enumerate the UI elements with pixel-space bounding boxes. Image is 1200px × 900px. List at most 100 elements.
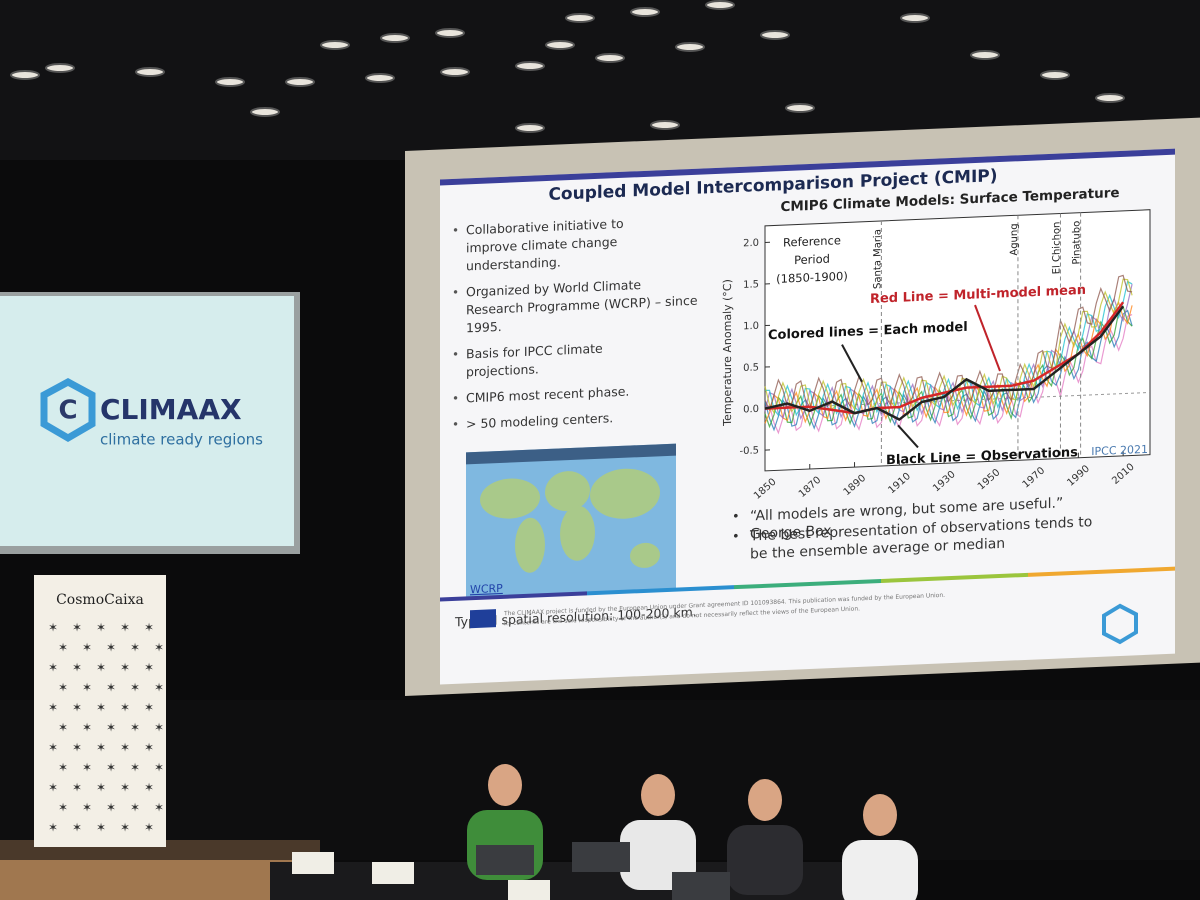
bullet: Collaborative initiative toimprove clima… — [466, 215, 624, 273]
credit: IPCC 2021 — [1091, 443, 1148, 458]
banner-star: ✶ — [58, 641, 68, 655]
ceiling-light — [675, 42, 705, 52]
banner-star: ✶ — [82, 721, 92, 735]
banner-star: ✶ — [96, 741, 106, 755]
bullet-dot: • — [452, 417, 459, 431]
bullet-dot: • — [452, 347, 459, 361]
banner-star: ✶ — [96, 621, 106, 635]
ceiling-light — [705, 0, 735, 10]
banner-star: ✶ — [72, 701, 82, 715]
banner-star: ✶ — [106, 761, 116, 775]
banner-star: ✶ — [82, 761, 92, 775]
series-line — [765, 301, 1125, 415]
banner-star: ✶ — [130, 641, 140, 655]
banner-star: ✶ — [58, 681, 68, 695]
banner-star: ✶ — [120, 741, 130, 755]
tagline: climate ready regions — [100, 431, 263, 449]
speaker-head — [641, 774, 675, 816]
ceiling-light — [135, 67, 165, 77]
banner-star: ✶ — [58, 761, 68, 775]
note-dot: • — [732, 529, 740, 544]
banner-star: ✶ — [82, 801, 92, 815]
ceiling-light — [650, 120, 680, 130]
ceiling-light — [760, 30, 790, 40]
banner-star: ✶ — [130, 721, 140, 735]
bullet: Basis for IPCC climateprojections. — [466, 340, 603, 379]
banner-star: ✶ — [154, 721, 164, 735]
ceiling-light — [515, 61, 545, 71]
banner-star: ✶ — [120, 701, 130, 715]
ceiling-light — [250, 107, 280, 117]
model-line — [764, 305, 1133, 429]
arrow — [897, 424, 919, 449]
map-land — [590, 468, 660, 519]
ceiling-light — [380, 33, 410, 43]
ceiling-light — [970, 50, 1000, 60]
banner-star: ✶ — [48, 701, 58, 715]
ceiling-light — [365, 73, 395, 83]
volcano-label: El Chichon — [1051, 221, 1062, 274]
ceiling-light — [595, 53, 625, 63]
banner-star: ✶ — [106, 801, 116, 815]
ceiling-light — [215, 77, 245, 87]
footer-stripe — [734, 578, 881, 590]
banner-star: ✶ — [58, 721, 68, 735]
banner-star: ✶ — [144, 821, 154, 835]
map-land — [480, 478, 540, 519]
banner-star: ✶ — [120, 781, 130, 795]
ceiling-light — [285, 77, 315, 87]
banner-star: ✶ — [72, 781, 82, 795]
banner-star: ✶ — [106, 681, 116, 695]
banner-star: ✶ — [82, 681, 92, 695]
map-bar — [466, 443, 676, 465]
y-tick-label: -0.5 — [739, 445, 759, 457]
y-tick-label: 0.0 — [743, 404, 759, 416]
banner-star: ✶ — [82, 641, 92, 655]
bullet: > 50 modeling centers. — [466, 410, 613, 431]
ceiling-light — [320, 40, 350, 50]
bullet: CMIP6 most recent phase. — [466, 383, 629, 405]
name-card — [292, 852, 334, 874]
y-tick-label: 0.5 — [743, 362, 759, 374]
slide-top-bar — [440, 148, 1175, 186]
volcano-label: Pinatubo — [1072, 221, 1083, 265]
banner-star: ✶ — [144, 661, 154, 675]
banner-star: ✶ — [154, 801, 164, 815]
laptop — [476, 845, 534, 875]
logo-hexagon — [40, 378, 96, 443]
banner-title: CosmoCaixa — [56, 592, 144, 608]
ceiling-light — [630, 7, 660, 17]
projection: Coupled Model Intercomparison Project (C… — [405, 117, 1200, 696]
banner-star: ✶ — [120, 621, 130, 635]
speaker-head — [863, 794, 897, 836]
banner-star: ✶ — [154, 641, 164, 655]
speaker-head — [488, 764, 522, 806]
banner-star: ✶ — [154, 681, 164, 695]
map-land — [560, 505, 595, 561]
reference-period: Reference — [783, 233, 841, 249]
y-tick-label: 1.5 — [743, 279, 759, 291]
y-tick-label: 2.0 — [743, 238, 759, 250]
banner — [34, 575, 166, 847]
laptop — [572, 842, 630, 872]
ceiling-light — [435, 28, 465, 38]
name-card — [372, 862, 414, 884]
map-land — [630, 542, 660, 568]
arrow — [841, 344, 863, 383]
banner-star: ✶ — [96, 701, 106, 715]
ceiling-light — [565, 13, 595, 23]
ceiling-light — [515, 123, 545, 133]
banner-star: ✶ — [48, 781, 58, 795]
banner-star: ✶ — [144, 621, 154, 635]
banner-star: ✶ — [48, 661, 58, 675]
banner-star: ✶ — [72, 621, 82, 635]
speaker-body — [727, 825, 803, 895]
banner-star: ✶ — [144, 701, 154, 715]
laptop — [672, 872, 730, 900]
banner-star: ✶ — [130, 761, 140, 775]
name-card — [508, 880, 550, 900]
brand: CLIMAAX — [100, 393, 242, 426]
speaker-body — [842, 840, 918, 900]
